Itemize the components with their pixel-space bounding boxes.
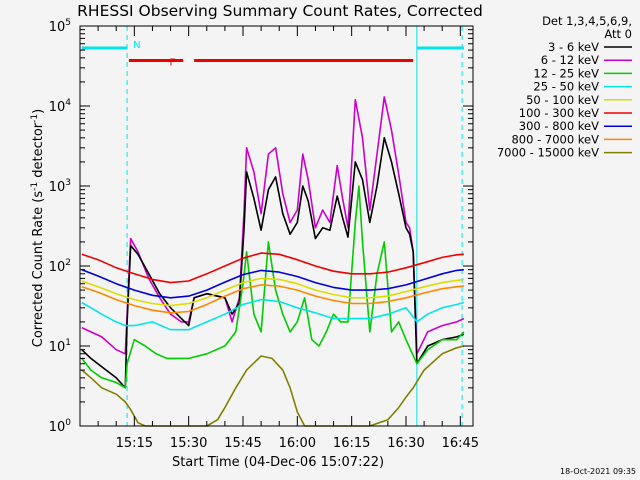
y-label-part-3: ) xyxy=(31,109,46,114)
y-label-sup-2: -1 xyxy=(30,114,40,123)
plot-frame xyxy=(79,25,474,427)
x-tick-label: 16:30 xyxy=(387,436,424,451)
series-line xyxy=(81,345,465,427)
x-axis-label: Start Time (04-Dec-06 15:07:22) xyxy=(172,455,384,470)
y-tick-label: 102 xyxy=(49,258,71,275)
series-line xyxy=(81,137,465,389)
series-line xyxy=(81,284,464,314)
y-axis: 100 101 102 103 104 105 xyxy=(49,18,473,435)
legend-label: 300 - 800 keV xyxy=(519,119,599,133)
chart-title: RHESSI Observing Summary Count Rates, Co… xyxy=(77,2,483,20)
x-tick-label: 15:45 xyxy=(224,436,261,451)
legend-label: 800 - 7000 keV xyxy=(511,132,599,146)
x-axis: 15:15 15:30 15:45 16:00 16:15 16:30 16:45 xyxy=(97,26,479,451)
legend-label: 7000 - 15000 keV xyxy=(497,146,599,160)
y-tick-label: 105 xyxy=(49,18,71,35)
legend-header-line-2: Att 0 xyxy=(604,27,632,41)
legend-label: 6 - 12 keV xyxy=(541,53,599,67)
x-tick-label: 16:00 xyxy=(279,436,316,451)
x-tick-label: 15:15 xyxy=(116,436,153,451)
legend-label: 100 - 300 keV xyxy=(519,106,599,120)
legend-label: 25 - 50 keV xyxy=(533,80,599,94)
y-label-part-2: detector xyxy=(31,122,46,182)
legend-label: 3 - 6 keV xyxy=(548,40,599,54)
plot-area: NF 15:15 15:30 15:45 16:00 16:15 16:30 16:45 1… xyxy=(49,18,479,451)
y-tick-label: 104 xyxy=(49,98,72,115)
footer-timestamp: 18-Oct-2021 09:35 xyxy=(560,467,636,476)
series-line xyxy=(81,96,465,355)
y-label-sup-1: -1 xyxy=(30,182,40,191)
y-tick-label: 101 xyxy=(49,338,71,355)
x-tick-label: 15:30 xyxy=(170,436,207,451)
series-line xyxy=(81,252,464,284)
legend-label: 50 - 100 keV xyxy=(526,93,599,107)
x-tick-label: 16:45 xyxy=(442,436,479,451)
y-tick-label: 100 xyxy=(49,418,72,435)
series-line xyxy=(81,277,465,307)
y-tick-label: 103 xyxy=(49,178,71,195)
flag-label: N xyxy=(133,40,140,51)
series-line xyxy=(81,298,465,331)
legend-label: 12 - 25 keV xyxy=(533,66,599,80)
flag-label: F xyxy=(169,58,175,69)
series-line xyxy=(81,185,465,389)
series-line xyxy=(81,268,464,299)
legend-header-line-1: Det 1,3,4,5,6,9, xyxy=(542,14,632,28)
y-axis-label: Corrected Count Rate (s-1 detector-1) xyxy=(30,109,46,347)
series-layer xyxy=(81,96,465,427)
flag-bars: NF xyxy=(81,40,464,69)
x-tick-label: 16:15 xyxy=(333,436,370,451)
y-label-part-1: Corrected Count Rate (s xyxy=(31,191,46,348)
